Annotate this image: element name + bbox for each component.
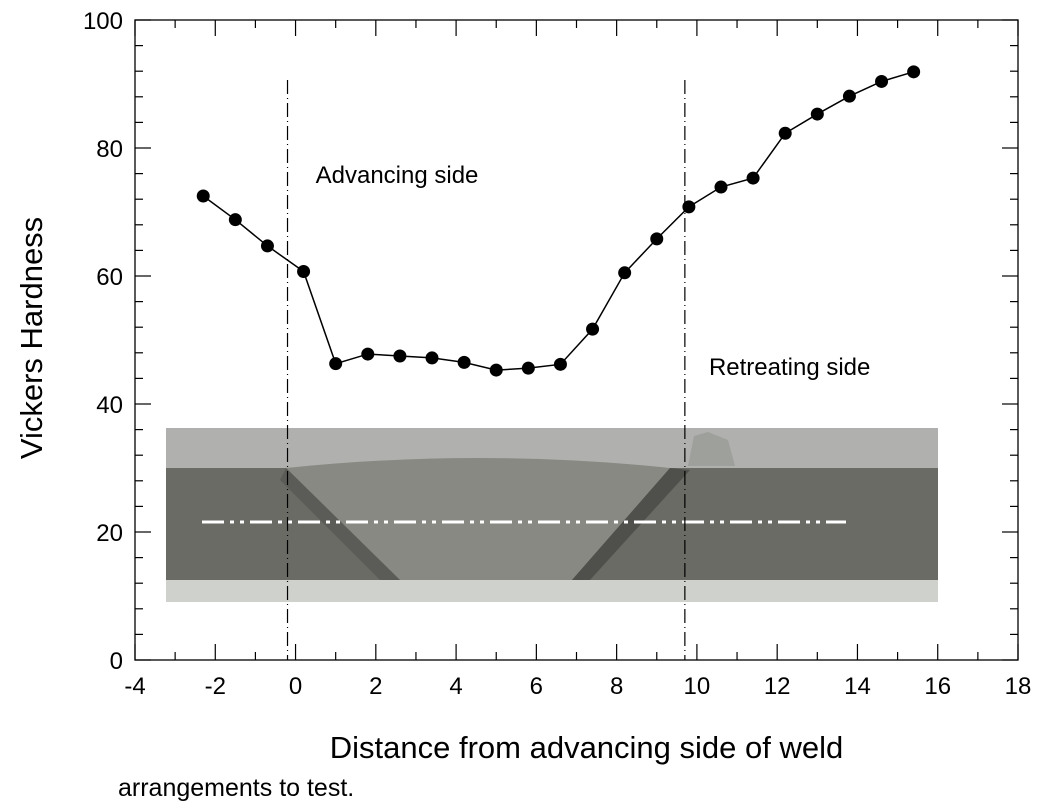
- x-tick-label: 0: [289, 673, 302, 700]
- photo-advancing-boundary: [280, 468, 400, 580]
- x-tick-label: -2: [205, 673, 226, 700]
- x-tick-label: 10: [684, 673, 711, 700]
- x-tick-label: 16: [924, 673, 951, 700]
- data-point: [714, 180, 728, 194]
- photo-flash-burr: [688, 432, 735, 466]
- y-tick-label: 80: [96, 136, 123, 163]
- x-tick-label: 14: [844, 673, 871, 700]
- data-point: [457, 355, 471, 369]
- data-point: [361, 347, 375, 361]
- data-point: [228, 213, 242, 227]
- x-tick-label: 12: [764, 673, 791, 700]
- y-tick-label: 0: [110, 648, 123, 675]
- caption-text: arrangements to test.: [118, 774, 355, 802]
- data-point: [778, 126, 792, 140]
- annotation-1: Retreating side: [709, 354, 870, 381]
- data-point: [682, 200, 696, 214]
- data-point: [425, 351, 439, 365]
- data-point: [489, 363, 503, 377]
- series-line-0: [202, 71, 914, 371]
- x-tick-label: 2: [369, 673, 382, 700]
- data-point: [746, 171, 760, 185]
- weld-cross-section-photo: [166, 428, 938, 602]
- photo-weld-nugget: [286, 458, 670, 580]
- data-point: [875, 74, 889, 88]
- photo-retreating-boundary: [572, 468, 690, 580]
- annotation-0: Advancing side: [316, 162, 479, 189]
- data-point: [297, 265, 311, 279]
- y-axis-label: Vickers Hardness: [14, 217, 49, 459]
- x-tick-label: 6: [530, 673, 543, 700]
- data-point: [196, 189, 210, 203]
- data-point: [393, 349, 407, 363]
- x-axis-label: Distance from advancing side of weld: [330, 730, 843, 765]
- data-point: [586, 322, 600, 336]
- data-point: [650, 232, 664, 246]
- data-point: [842, 89, 856, 103]
- data-point: [260, 239, 274, 253]
- data-point: [907, 65, 921, 79]
- x-tick-label: 4: [449, 673, 462, 700]
- data-point: [553, 357, 567, 371]
- x-tick-label: 8: [610, 673, 623, 700]
- photo-bottom-strip: [166, 580, 938, 602]
- data-point: [521, 361, 535, 375]
- data-point: [329, 357, 343, 371]
- data-point: [618, 266, 632, 280]
- y-tick-label: 60: [96, 264, 123, 291]
- y-tick-label: 40: [96, 392, 123, 419]
- y-tick-label: 20: [96, 520, 123, 547]
- data-point: [810, 107, 824, 121]
- chart-svg: -4 -2 0 2 4 6 8 10 12 14 16 18 0 20 40 60 80 100 Distance …: [14, 8, 1032, 765]
- x-tick-label: -4: [124, 673, 145, 700]
- y-tick-label: 100: [83, 8, 123, 35]
- x-tick-label: 18: [1005, 673, 1032, 700]
